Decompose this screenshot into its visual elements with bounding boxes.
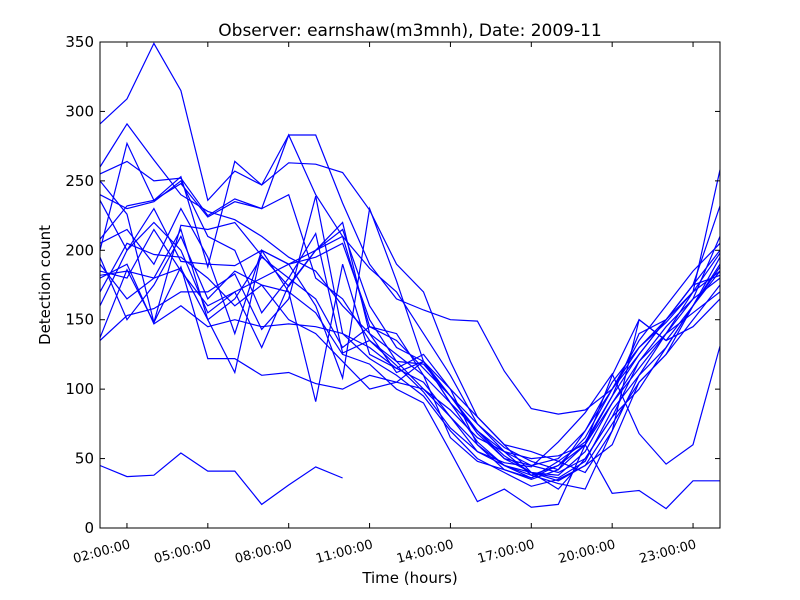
chart-title: Observer: earnshaw(m3mnh), Date: 2009-11 — [218, 21, 601, 41]
plot-frame — [99, 41, 721, 529]
data-line — [99, 242, 721, 479]
data-line — [99, 227, 721, 481]
y-tick-label: 0 — [84, 519, 94, 537]
y-tick-label: 250 — [65, 172, 94, 190]
y-tick-label: 300 — [65, 102, 94, 120]
data-line — [99, 206, 721, 482]
data-line — [99, 179, 721, 468]
data-line — [99, 160, 721, 474]
y-tick-label: 200 — [65, 241, 94, 259]
x-axis-label: Time (hours) — [361, 569, 457, 587]
data-line — [99, 180, 721, 476]
data-line — [99, 235, 721, 479]
data-line — [99, 207, 720, 510]
y-axis-label: Detection count — [36, 225, 54, 345]
y-tick-label: 150 — [65, 311, 94, 329]
data-line — [99, 265, 721, 460]
data-line — [99, 195, 721, 490]
y-tick-label: 100 — [65, 380, 94, 398]
data-line — [99, 452, 343, 506]
data-line — [99, 160, 721, 471]
y-tick-label: 50 — [75, 450, 94, 468]
y-tick-label: 350 — [65, 33, 94, 51]
